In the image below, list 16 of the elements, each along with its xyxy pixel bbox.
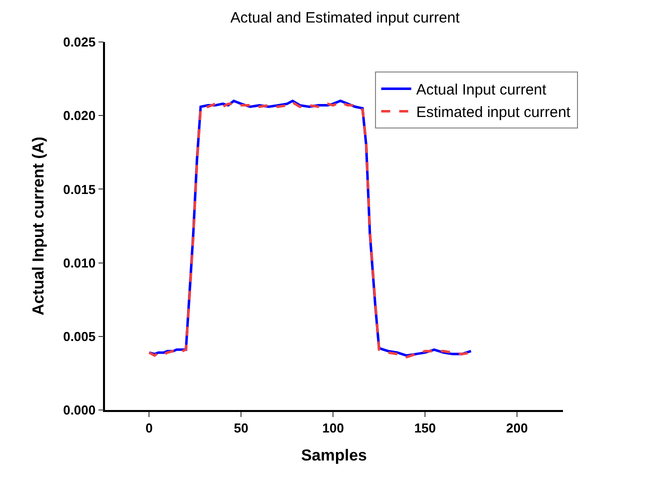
y-tick-label: 0.000 [63,402,96,418]
legend-label: Actual Input current [416,82,548,99]
x-tick-label: 150 [414,420,436,436]
y-axis-title: Actual Input current (A) [30,136,48,316]
y-tick-label: 0.025 [63,34,96,50]
chart-title: Actual and Estimated input current [230,9,461,26]
y-tick-label: 0.015 [63,182,96,197]
y-tick-label: 0.020 [63,108,96,124]
x-tick-label: 0 [146,420,153,436]
legend-label: Estimated input current [416,104,572,122]
x-tick-label: 200 [506,420,528,436]
x-tick-label: 100 [322,420,344,436]
x-axis-title: Samples [301,448,368,465]
y-tick-label: 0.005 [63,328,96,344]
y-tick-label: 0.010 [63,255,96,270]
x-tick-label: 50 [234,420,248,436]
